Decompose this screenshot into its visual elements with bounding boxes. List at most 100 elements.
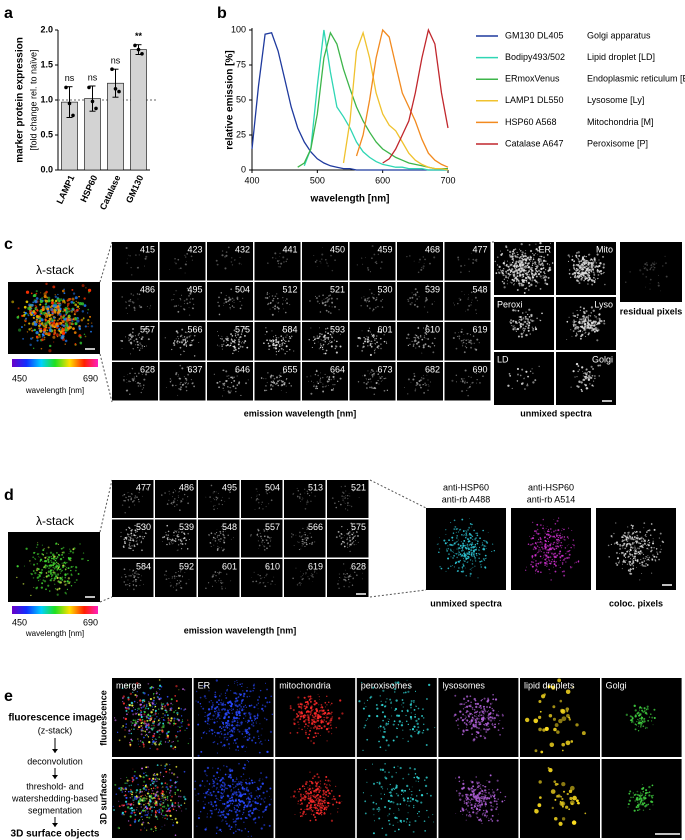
speckle: [63, 308, 67, 312]
speckle: [355, 544, 357, 546]
speckle: [221, 582, 223, 584]
speckle: [57, 573, 59, 575]
speckle: [533, 257, 535, 259]
speckle: [308, 380, 309, 382]
speckle: [543, 551, 545, 553]
speckle: [72, 308, 75, 311]
speckle: [414, 388, 417, 390]
speckle: [280, 339, 283, 342]
speckle: [419, 384, 421, 386]
speckle: [353, 535, 356, 538]
speckle: [144, 532, 147, 534]
speckle: [347, 494, 349, 497]
speckle: [517, 279, 520, 282]
speckle: [338, 535, 341, 537]
speckle: [566, 339, 568, 341]
speckle: [172, 542, 174, 544]
speckle: [452, 557, 454, 559]
speckle: [220, 292, 223, 294]
speckle: [179, 580, 182, 583]
speckle: [539, 537, 541, 539]
speckle: [568, 272, 571, 275]
speckle: [629, 535, 632, 538]
speckle: [637, 551, 639, 554]
speckle: [554, 564, 557, 567]
speckle: [274, 344, 277, 347]
speckle: [318, 295, 321, 297]
speckle: [133, 376, 135, 378]
speckle: [598, 271, 601, 273]
speckle: [239, 256, 241, 258]
speckle: [535, 243, 537, 245]
speckle: [434, 337, 436, 340]
speckle: [576, 309, 578, 312]
speckle: [471, 567, 473, 569]
speckle: [472, 553, 475, 556]
speckle: [633, 552, 636, 554]
speckle: [39, 299, 43, 304]
speckle: [136, 573, 138, 575]
speckle: [468, 544, 471, 546]
speckle: [236, 298, 239, 300]
speckle: [327, 338, 329, 340]
speckle: [594, 326, 598, 330]
speckle: [82, 558, 84, 560]
speckle: [45, 572, 48, 574]
speckle: [218, 539, 220, 541]
speckle: [181, 341, 183, 344]
connector: [99, 241, 113, 283]
speckle: [191, 259, 193, 261]
speckle: [578, 278, 580, 280]
speckle: [458, 550, 460, 552]
speckle: [226, 344, 229, 347]
speckle: [217, 497, 219, 500]
speckle: [79, 336, 82, 339]
speckle: [52, 285, 56, 289]
speckle: [592, 309, 595, 312]
speckle: [342, 499, 344, 501]
speckle: [303, 539, 305, 541]
speckle: [302, 573, 304, 575]
speckle: [626, 543, 629, 545]
speckle: [54, 307, 56, 309]
speckle: [66, 325, 69, 328]
speckle: [563, 536, 566, 538]
speckle: [266, 291, 269, 294]
speckle: [623, 555, 626, 557]
speckle: [586, 265, 588, 267]
speckle: [222, 540, 224, 542]
speckle: [453, 566, 455, 568]
speckle: [267, 342, 270, 345]
data-point: [64, 85, 68, 90]
speckle: [577, 276, 579, 279]
speckle: [534, 327, 538, 331]
speckle: [128, 535, 130, 537]
speckle: [87, 319, 90, 322]
speckle: [326, 376, 328, 378]
speckle: [362, 345, 365, 348]
speckle: [547, 276, 550, 279]
speckle: [58, 334, 62, 337]
speckle: [573, 268, 576, 271]
speckle: [659, 532, 662, 535]
speckle: [270, 340, 273, 342]
speckle: [302, 538, 304, 540]
speckle: [535, 280, 538, 283]
speckle: [579, 322, 581, 325]
speckle: [386, 342, 388, 344]
speckle: [281, 384, 283, 386]
x-tick-label: GM130: [124, 174, 146, 205]
speckle: [346, 573, 348, 575]
speckle: [472, 381, 474, 384]
speckle: [186, 302, 189, 305]
wavelength-label: 619: [308, 561, 323, 571]
speckle: [330, 379, 332, 381]
speckle: [525, 569, 527, 571]
speckle: [511, 278, 514, 281]
speckle: [307, 576, 309, 578]
speckle: [44, 322, 48, 326]
speckle: [650, 550, 652, 553]
speckle: [279, 265, 282, 268]
speckle: [649, 534, 652, 536]
speckle: [230, 342, 233, 345]
